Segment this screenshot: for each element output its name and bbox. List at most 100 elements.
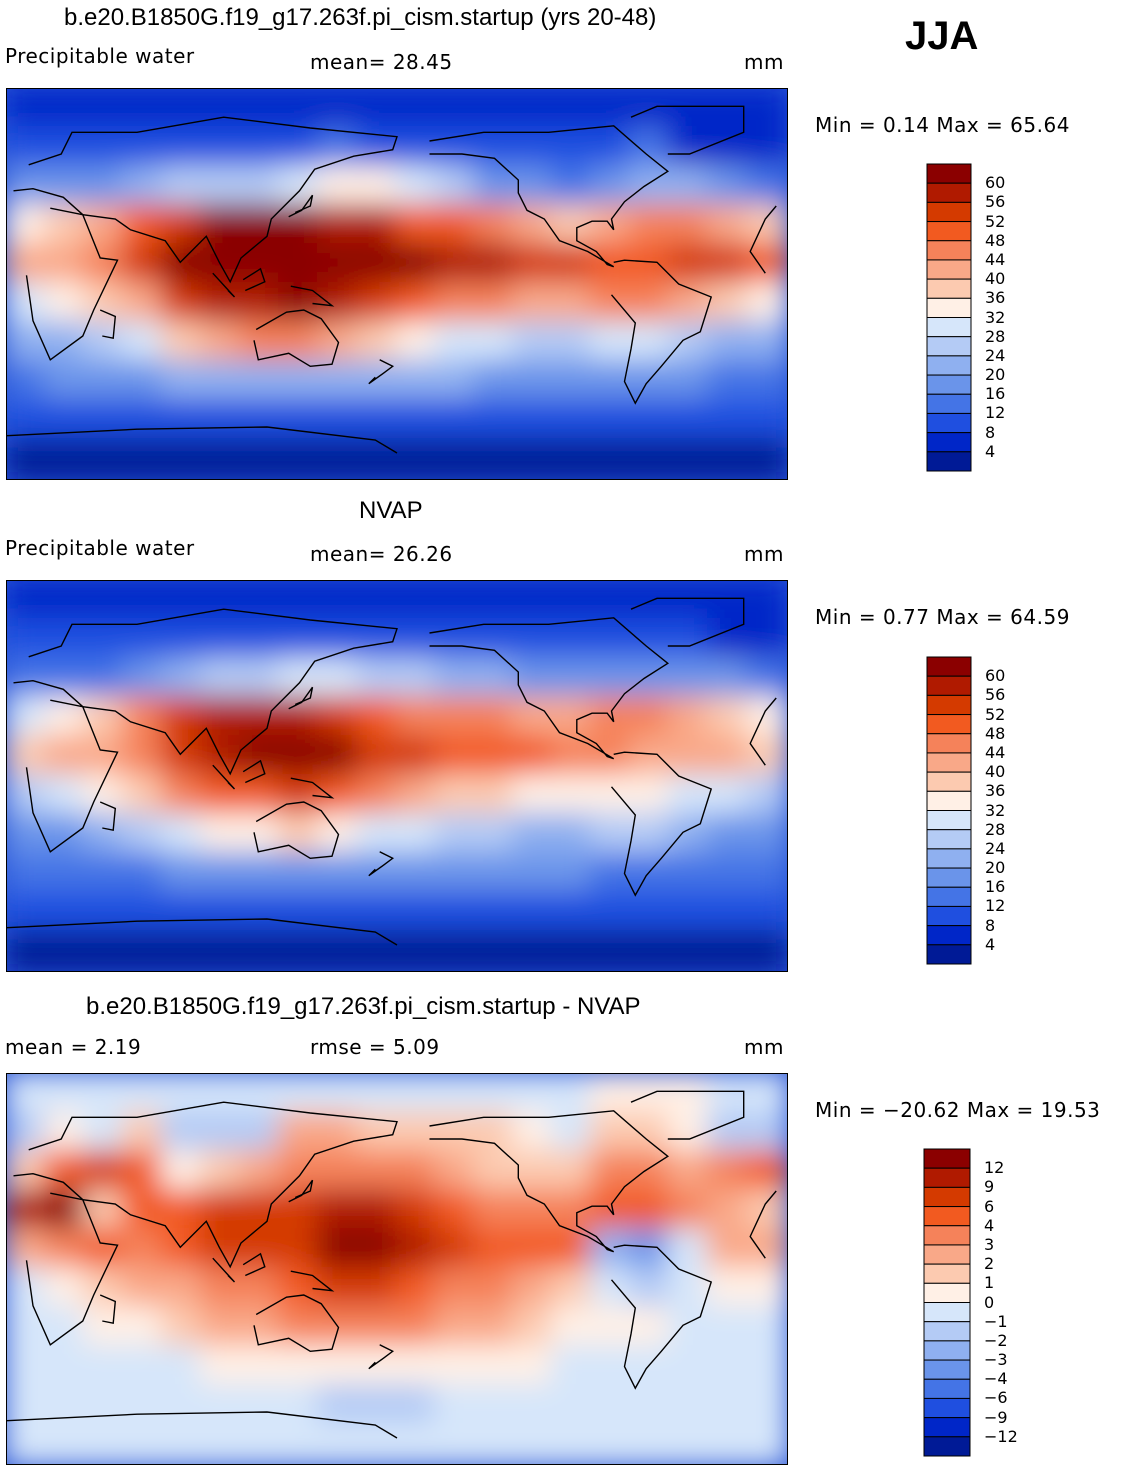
panel-3-units-label: mm bbox=[744, 1035, 784, 1059]
field-cell bbox=[668, 1111, 711, 1154]
coastline bbox=[630, 105, 745, 155]
field-cell bbox=[707, 930, 750, 971]
field-cell bbox=[7, 1423, 48, 1464]
field-cell bbox=[122, 735, 165, 778]
field-cell bbox=[551, 774, 594, 817]
field-cell bbox=[473, 321, 516, 364]
coastlines bbox=[7, 105, 776, 454]
field-cell bbox=[629, 813, 672, 856]
colorbar-swatch bbox=[926, 656, 972, 677]
colorbar-tick-label: 4 bbox=[985, 441, 996, 461]
field-cell bbox=[746, 852, 787, 895]
colorbar-swatch bbox=[926, 944, 972, 965]
colorbar-swatch bbox=[926, 201, 972, 223]
field-cell bbox=[200, 1111, 243, 1154]
field-cell bbox=[44, 89, 87, 130]
field-cell bbox=[239, 735, 282, 778]
field-cell bbox=[512, 1150, 555, 1193]
colorbar-tick-label: 0 bbox=[984, 1292, 995, 1312]
field-cell bbox=[122, 852, 165, 895]
field-cell bbox=[629, 696, 672, 739]
field-cell bbox=[278, 321, 321, 364]
field-cell bbox=[239, 360, 282, 403]
field-cell bbox=[278, 813, 321, 856]
field-cell bbox=[356, 930, 399, 971]
field-cell bbox=[473, 204, 516, 247]
field-cell bbox=[317, 1384, 360, 1427]
field-cell bbox=[512, 696, 555, 739]
field-cell bbox=[473, 813, 516, 856]
colorbar-swatch bbox=[923, 1148, 971, 1169]
field-cell bbox=[7, 1345, 48, 1388]
field-cell bbox=[83, 696, 126, 739]
field-cell bbox=[200, 1423, 243, 1464]
field-cell bbox=[395, 360, 438, 403]
colorbar-tick-label: 4 bbox=[984, 1215, 995, 1235]
colorbar-swatch bbox=[926, 163, 972, 184]
field-cell bbox=[434, 657, 477, 700]
field-cell bbox=[161, 282, 204, 325]
field-cell bbox=[161, 1111, 204, 1154]
colorbar-swatch bbox=[926, 374, 972, 395]
field-cell bbox=[707, 852, 750, 895]
colorbar-tick-label: 2 bbox=[984, 1254, 995, 1274]
colorbar-swatch bbox=[926, 336, 972, 357]
coastline bbox=[429, 617, 669, 760]
field-cell bbox=[317, 360, 360, 403]
field-cell bbox=[434, 1423, 477, 1464]
field-cell bbox=[161, 774, 204, 817]
field-cell bbox=[512, 930, 555, 971]
field-cell bbox=[512, 618, 555, 661]
field-cell bbox=[161, 1306, 204, 1349]
field-cell bbox=[317, 1150, 360, 1193]
field-cell bbox=[395, 1306, 438, 1349]
coastline bbox=[429, 125, 669, 268]
field-cell bbox=[317, 774, 360, 817]
field-cell bbox=[434, 1384, 477, 1427]
field-cell bbox=[44, 1384, 87, 1427]
field-cell bbox=[668, 399, 711, 442]
field-cell bbox=[473, 891, 516, 934]
field-cell bbox=[317, 1345, 360, 1388]
field-cell bbox=[200, 618, 243, 661]
field-cell bbox=[473, 735, 516, 778]
panel-1-units-label: mm bbox=[744, 50, 784, 74]
colorbar-swatch bbox=[923, 1167, 971, 1188]
coastline bbox=[610, 751, 713, 897]
colorbar-swatch bbox=[926, 451, 972, 472]
field-cell bbox=[434, 1267, 477, 1310]
field-cell bbox=[161, 852, 204, 895]
field-cell bbox=[200, 1228, 243, 1271]
field-cell bbox=[434, 1074, 477, 1115]
field-cell bbox=[317, 204, 360, 247]
field-cell bbox=[200, 89, 243, 130]
field-cell bbox=[551, 1228, 594, 1271]
field-cell bbox=[161, 360, 204, 403]
field-cell bbox=[551, 1423, 594, 1464]
field-cell bbox=[317, 891, 360, 934]
field-cell bbox=[746, 1189, 787, 1232]
colorbar-swatch bbox=[926, 432, 972, 453]
field-cell bbox=[590, 1345, 633, 1388]
colorbar-swatch bbox=[926, 905, 972, 927]
field-cell bbox=[434, 1306, 477, 1349]
field-cell bbox=[44, 1306, 87, 1349]
field-cell bbox=[44, 360, 87, 403]
field-cell bbox=[434, 891, 477, 934]
field-cell bbox=[668, 891, 711, 934]
colorbar-swatch bbox=[923, 1244, 971, 1265]
field-cell bbox=[7, 852, 48, 895]
colorbar-swatch bbox=[923, 1397, 971, 1419]
field-cell bbox=[590, 282, 633, 325]
field-cell bbox=[551, 1384, 594, 1427]
field-cell bbox=[629, 243, 672, 286]
field-cell bbox=[551, 243, 594, 286]
field-cell bbox=[395, 321, 438, 364]
field-cell bbox=[161, 243, 204, 286]
field-cell bbox=[317, 1074, 360, 1115]
coastline bbox=[288, 686, 314, 710]
field-cell bbox=[629, 1150, 672, 1193]
field-cell bbox=[512, 321, 555, 364]
colorbar-tick-label: 56 bbox=[985, 192, 1006, 212]
field-cell bbox=[317, 399, 360, 442]
